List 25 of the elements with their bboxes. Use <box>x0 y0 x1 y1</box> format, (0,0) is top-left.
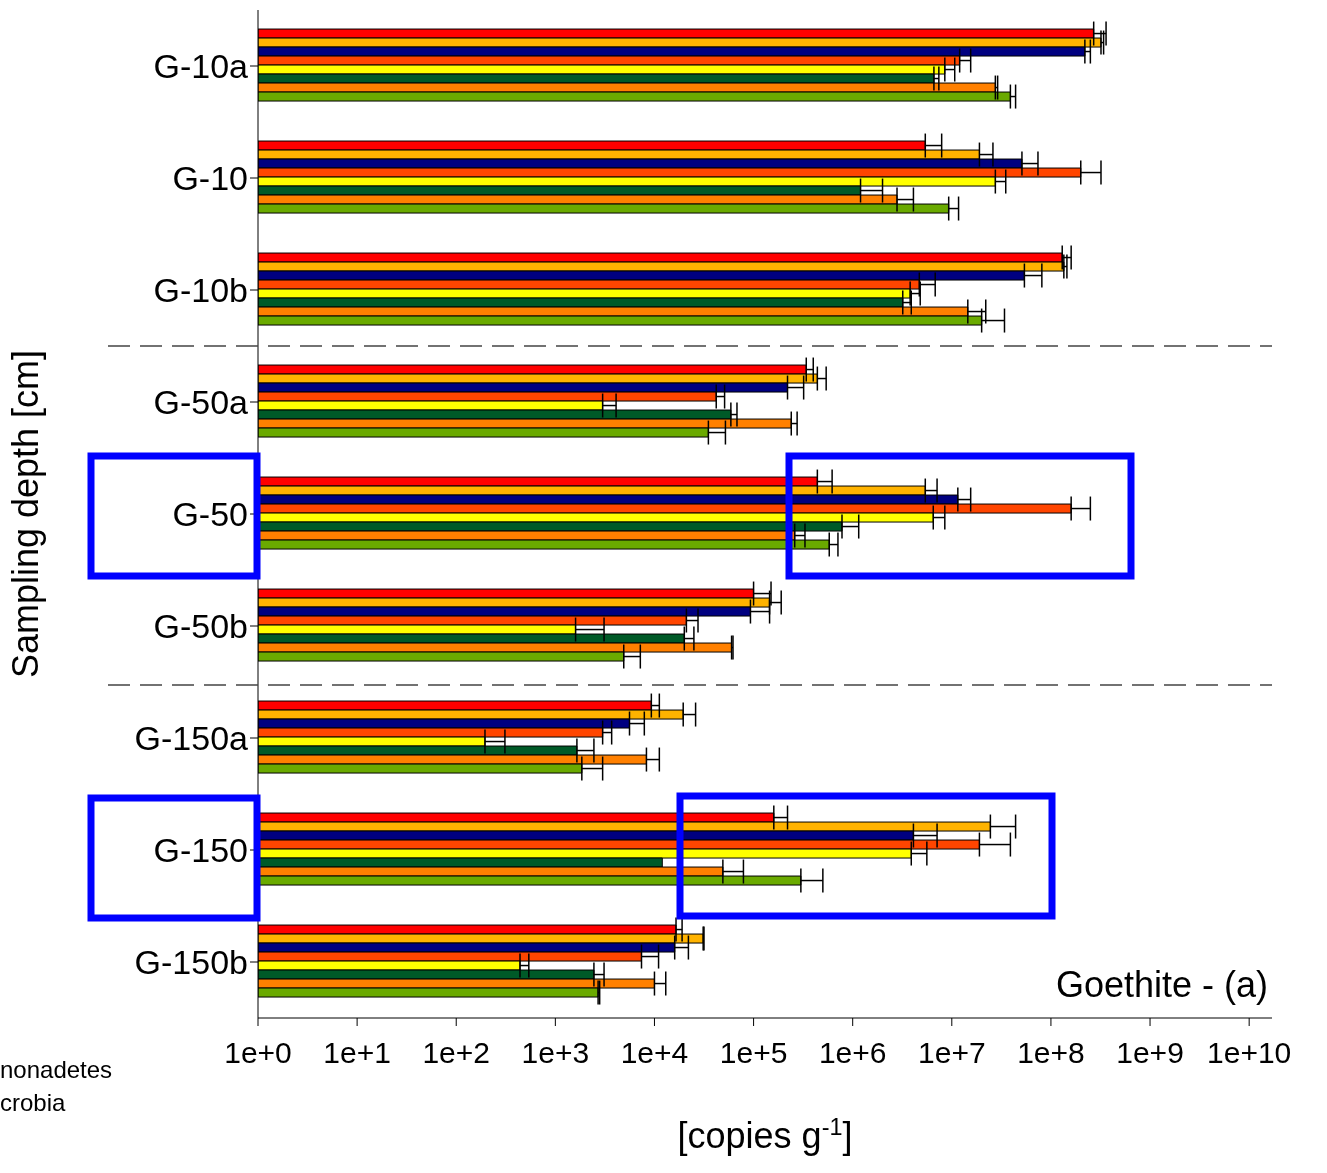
x-tick-label: 1e+4 <box>620 1036 689 1070</box>
x-tick-label: 1e+3 <box>521 1036 590 1070</box>
x-tick-label: 1e+9 <box>1116 1036 1184 1070</box>
x-tick-label: 1e+6 <box>818 1036 887 1070</box>
text: nonadetes <box>0 1056 113 1084</box>
y-tick-label: G-50 <box>172 495 248 534</box>
y-tick-label: G-50a <box>153 383 249 422</box>
y-tick-label: G-150a <box>134 719 249 758</box>
y-tick-label: G-10a <box>153 47 249 86</box>
y-tick-label: G-50b <box>153 607 248 646</box>
x-tick-label: 1e+1 <box>323 1036 391 1070</box>
y-tick-label: G-150b <box>134 943 248 982</box>
y-tick-label: G-10 <box>172 159 248 198</box>
x-axis-title: [copies g$^{-1}$] <box>677 1114 853 1156</box>
x-tick-label: 1e+2 <box>422 1036 491 1070</box>
x-tick-label: 1e+7 <box>918 1036 986 1070</box>
y-tick-label: G-10b <box>153 271 248 310</box>
y-axis-title: Sampling depth [cm] <box>5 349 46 679</box>
y-tick-label: G-150 <box>153 831 248 870</box>
x-tick-label: 1e+8 <box>1017 1036 1085 1070</box>
x-tick-label: 1e+5 <box>719 1036 788 1070</box>
x-tick-label: 1e+0 <box>224 1036 292 1070</box>
x-tick-label: 1e+10 <box>1207 1036 1292 1070</box>
annotation: Goethite - (a) <box>1055 964 1268 1006</box>
text: crobia <box>0 1089 66 1117</box>
